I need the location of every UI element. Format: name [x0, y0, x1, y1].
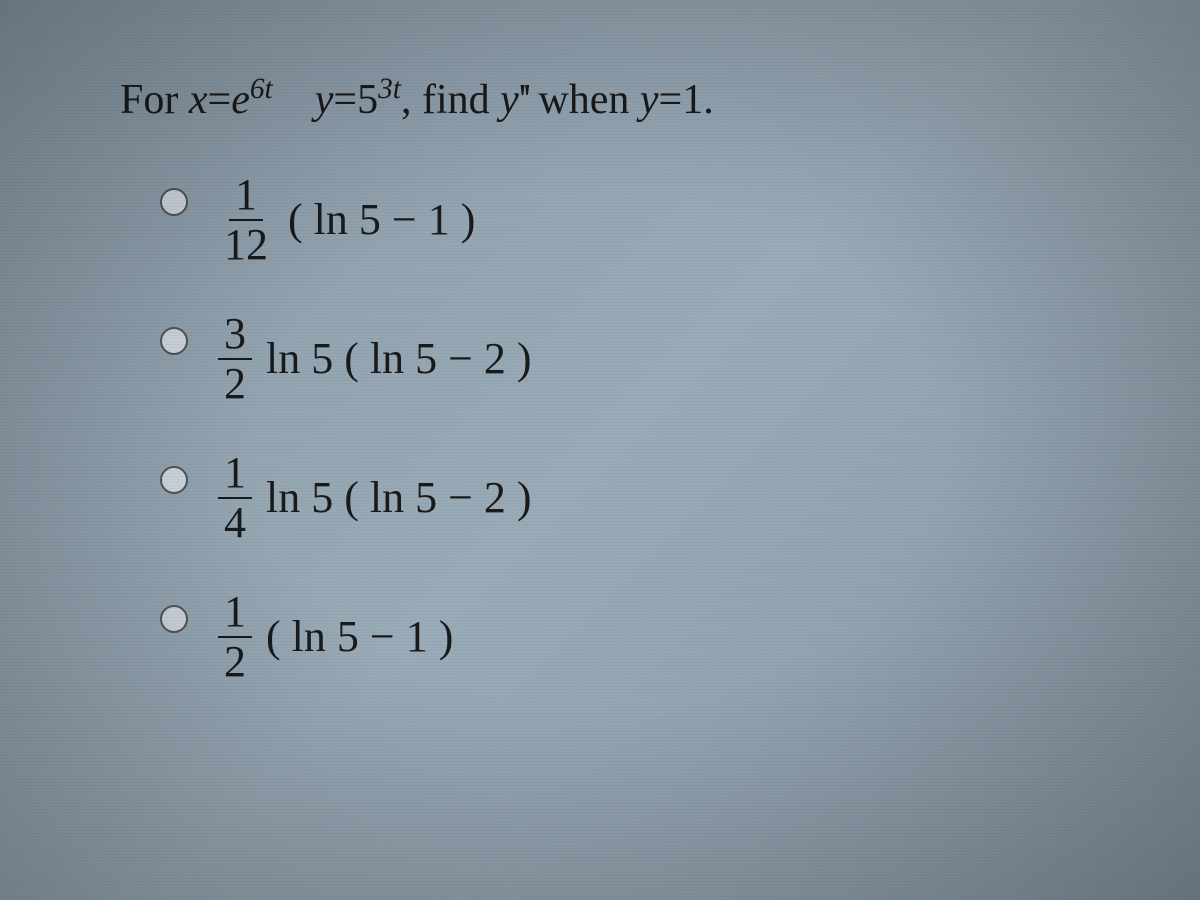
fraction: 1 12 — [218, 173, 274, 267]
options-list: 1 12 ( ln 5 − 1 ) 3 2 ln 5 ( ln 5 − 2 ) … — [120, 173, 1080, 684]
fraction: 1 2 — [218, 590, 252, 684]
option-row[interactable]: 1 12 ( ln 5 − 1 ) — [160, 173, 1080, 267]
cond-lhs: y — [640, 77, 659, 123]
question-mid1: , find — [401, 77, 500, 123]
question-prefix: For — [120, 77, 189, 123]
option-row[interactable]: 3 2 ln 5 ( ln 5 − 2 ) — [160, 312, 1080, 406]
option-row[interactable]: 1 4 ln 5 ( ln 5 − 2 ) — [160, 451, 1080, 545]
fraction-denominator: 12 — [218, 221, 274, 267]
option-math: 3 2 ln 5 ( ln 5 − 2 ) — [218, 312, 532, 406]
fraction-denominator: 2 — [218, 360, 252, 406]
fraction-denominator: 2 — [218, 638, 252, 684]
eq2-base: 5 — [357, 77, 378, 123]
quiz-content: For x=e6t y=53t, find y'' when y=1. 1 12… — [80, 40, 1120, 860]
option-row[interactable]: 1 2 ( ln 5 − 1 ) — [160, 590, 1080, 684]
fraction: 3 2 — [218, 312, 252, 406]
eq1-eq: = — [208, 77, 232, 123]
fraction: 1 4 — [218, 451, 252, 545]
eq2-exp: 3t — [378, 73, 401, 105]
radio-icon[interactable] — [160, 605, 188, 633]
radio-icon[interactable] — [160, 327, 188, 355]
question-text: For x=e6t y=53t, find y'' when y=1. — [120, 70, 1080, 128]
option-expression: ( ln 5 − 1 ) — [266, 611, 453, 662]
option-math: 1 2 ( ln 5 − 1 ) — [218, 590, 453, 684]
eq1-lhs: x — [189, 77, 208, 123]
fraction-denominator: 4 — [218, 499, 252, 545]
option-expression: ln 5 ( ln 5 − 2 ) — [266, 472, 532, 523]
option-math: 1 4 ln 5 ( ln 5 − 2 ) — [218, 451, 532, 545]
cond-eq: = — [659, 77, 683, 123]
option-math: 1 12 ( ln 5 − 1 ) — [218, 173, 475, 267]
find-primes: '' — [519, 77, 528, 123]
eq2-eq: = — [333, 77, 357, 123]
cond-rhs: 1 — [682, 77, 703, 123]
question-suffix: . — [703, 77, 714, 123]
radio-icon[interactable] — [160, 466, 188, 494]
fraction-numerator: 3 — [218, 312, 252, 360]
option-expression: ln 5 ( ln 5 − 2 ) — [266, 333, 532, 384]
fraction-numerator: 1 — [229, 173, 263, 221]
question-mid2: when — [528, 77, 640, 123]
find-var: y — [500, 77, 519, 123]
fraction-numerator: 1 — [218, 451, 252, 499]
option-expression: ( ln 5 − 1 ) — [288, 194, 475, 245]
fraction-numerator: 1 — [218, 590, 252, 638]
eq1-base: e — [231, 77, 250, 123]
eq1-exp: 6t — [250, 73, 273, 105]
eq2-lhs: y — [315, 77, 334, 123]
radio-icon[interactable] — [160, 188, 188, 216]
